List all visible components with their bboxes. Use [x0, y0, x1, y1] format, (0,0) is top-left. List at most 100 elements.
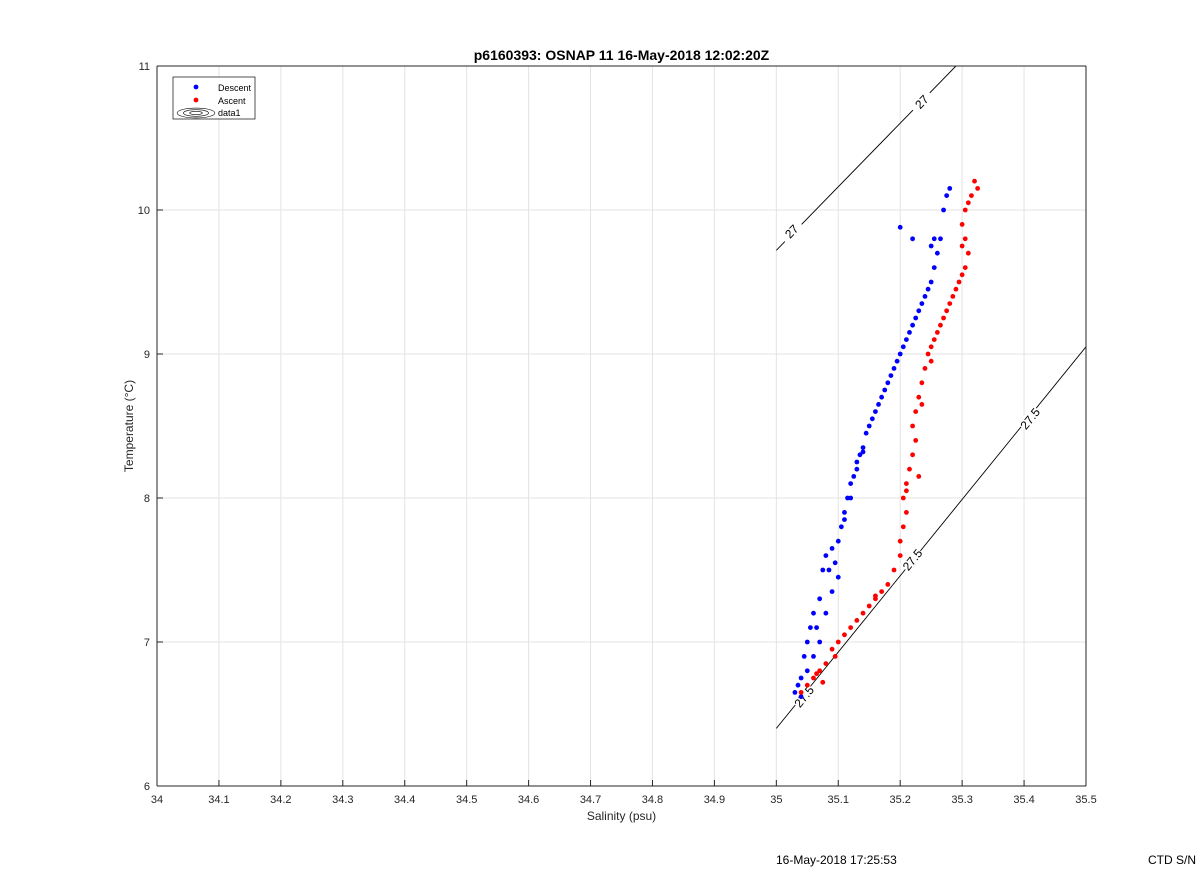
descent-point [894, 358, 900, 364]
y-tick-label: 9 [144, 349, 150, 361]
ascent-point [910, 423, 915, 429]
descent-point [863, 430, 869, 436]
ascent-point [959, 222, 965, 227]
ctd-serial-label: CTD S/N [1148, 853, 1196, 867]
ascent-point [972, 178, 977, 184]
descent-point [869, 416, 875, 422]
ascent-point [804, 682, 810, 688]
x-tick-label: 34.8 [642, 794, 663, 806]
descent-point [885, 380, 891, 386]
x-tick-label: 35 [770, 794, 782, 806]
descent-point [860, 445, 866, 450]
ascent-point [925, 351, 931, 357]
ascent-point [956, 279, 962, 285]
descent-point [817, 596, 823, 602]
series-ascent [798, 178, 981, 695]
descent-point [829, 589, 835, 594]
ascent-point [913, 409, 919, 414]
contour-label-bg [908, 88, 936, 116]
ascent-point [947, 301, 953, 306]
descent-point [798, 694, 804, 700]
ascent-point [873, 593, 878, 599]
ascent-point [962, 236, 968, 242]
descent-point [811, 610, 816, 616]
ascent-point [965, 200, 971, 206]
descent-point [916, 308, 922, 314]
ascent-point [938, 322, 943, 328]
ascent-point [916, 474, 922, 479]
ascent-point [897, 538, 903, 544]
x-tick-label: 35.5 [1075, 794, 1096, 806]
ascent-point [910, 452, 915, 458]
x-tick-label: 34.7 [580, 794, 601, 806]
print-timestamp: 16-May-2018 17:25:53 [776, 853, 897, 867]
y-tick-label: 11 [139, 61, 150, 73]
descent-point [925, 286, 931, 292]
ascent-point [903, 481, 909, 486]
x-tick-label: 34.4 [394, 794, 415, 806]
x-tick-label: 34 [151, 794, 163, 806]
descent-point [866, 423, 872, 429]
legend: Descent Ascent data1 [172, 76, 256, 120]
descent-point [804, 639, 810, 645]
descent-point [891, 366, 897, 371]
x-tick-label: 34.6 [518, 794, 539, 806]
descent-point [823, 553, 829, 558]
ascent-point [950, 294, 956, 299]
y-axis-label: Temperature (°C) [122, 380, 136, 472]
descent-point [795, 682, 801, 688]
ascent-point [922, 366, 928, 371]
descent-point [879, 394, 885, 400]
descent-point [835, 574, 841, 580]
legend-contour-symbol [189, 111, 203, 115]
ascent-point [959, 243, 965, 249]
descent-point [823, 610, 829, 616]
ascent-point [969, 193, 974, 199]
descent-point [876, 402, 881, 407]
descent-point [842, 510, 847, 515]
descent-point [798, 675, 804, 681]
ascent-point [944, 308, 950, 314]
legend-marker [193, 97, 199, 103]
ascent-point [941, 315, 946, 321]
descent-point [928, 279, 934, 285]
descent-point [792, 690, 798, 695]
ascent-point [928, 358, 934, 364]
ascent-point [934, 330, 940, 335]
ascent-point [913, 438, 919, 443]
ascent-point [811, 675, 816, 681]
descent-point [835, 538, 841, 544]
descent-point [938, 236, 943, 242]
ascent-point [903, 510, 909, 515]
ascent-point [903, 488, 909, 494]
descent-point [919, 301, 925, 306]
ascent-point [965, 250, 971, 256]
descent-point [829, 546, 835, 551]
descent-point [931, 236, 937, 242]
ascent-point [823, 661, 829, 666]
descent-point [851, 474, 857, 479]
series-descent [792, 186, 953, 700]
descent-point [888, 373, 894, 378]
x-tick-label: 35.4 [1013, 794, 1034, 806]
ascent-point [916, 394, 922, 400]
descent-point [817, 639, 823, 645]
legend-contour-symbol [176, 107, 216, 119]
ascent-point [854, 618, 860, 623]
descent-point [820, 567, 826, 573]
x-tick-label: 34.2 [270, 794, 291, 806]
descent-point [832, 560, 838, 566]
descent-point [854, 466, 860, 472]
ascent-point [962, 265, 968, 270]
x-axis-label: Salinity (psu) [587, 809, 656, 823]
ascent-point [829, 646, 835, 652]
legend-contour-symbol [183, 109, 209, 117]
ascent-point [879, 589, 885, 594]
descent-point [873, 409, 878, 414]
legend-label: Ascent [218, 96, 246, 106]
contour-label-bg [791, 682, 818, 711]
plot-area [157, 66, 1086, 786]
descent-point [928, 243, 934, 249]
ascent-point [928, 344, 934, 350]
ascent-point [860, 610, 866, 616]
